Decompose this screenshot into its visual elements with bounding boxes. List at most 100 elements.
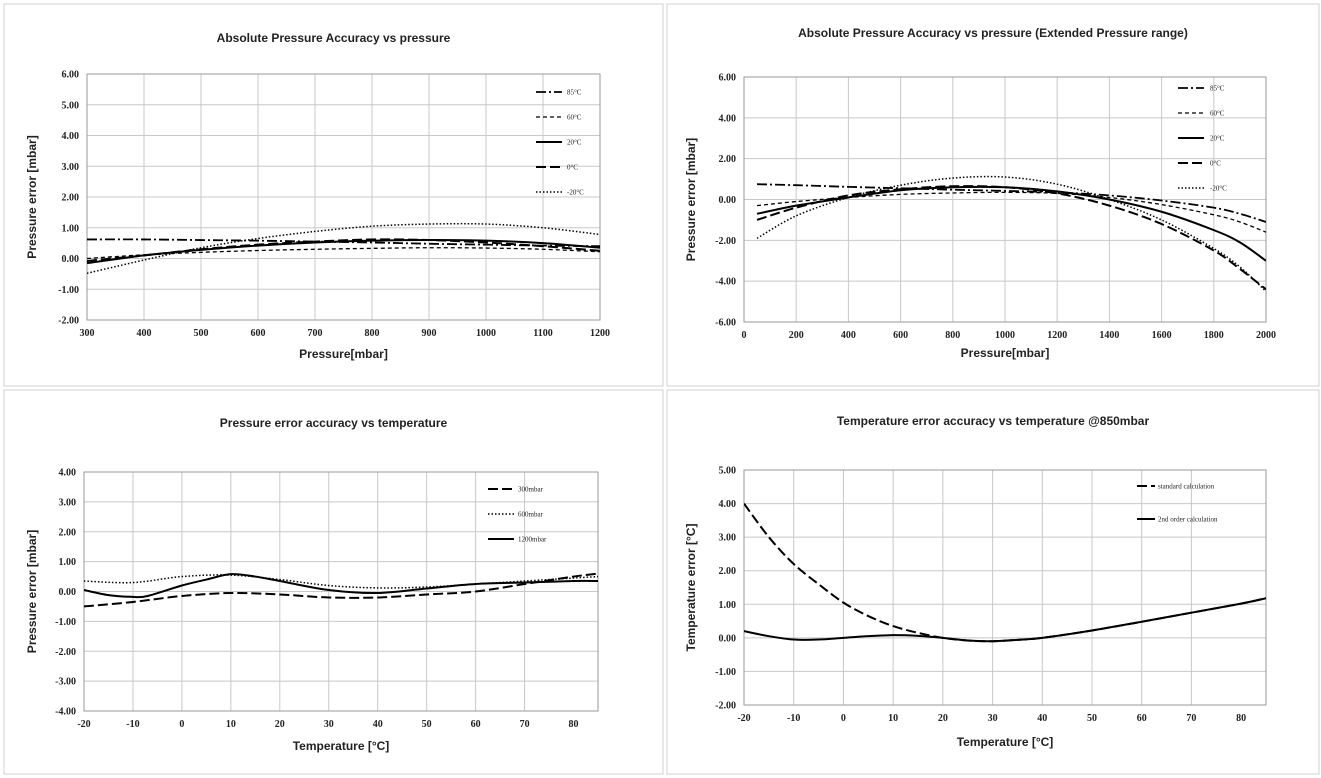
chart-panel-2: 0 200 400 600 800 1000 1200 1400 1600 1800 2000 -6.… xyxy=(666,3,1320,387)
x-tick-label: -10 xyxy=(787,713,800,724)
x-tick-label: 500 xyxy=(194,328,209,339)
chart-title: Absolute Pressure Accuracy vs pressure xyxy=(217,31,451,45)
y-axis-label: Temperature error [°C] xyxy=(684,524,698,652)
x-tick-label: 80 xyxy=(1236,713,1246,724)
y-tick-label: 3.00 xyxy=(719,533,737,544)
x-tick-label: 700 xyxy=(308,328,323,339)
x-tick-label: 1400 xyxy=(1099,330,1119,341)
x-tick-label: 1200 xyxy=(590,328,610,339)
x-tick-label: 1000 xyxy=(995,330,1015,341)
series-line xyxy=(84,572,598,608)
x-tick-label: 800 xyxy=(365,328,380,339)
x-tick-label: 1600 xyxy=(1152,330,1172,341)
y-tick-label: 0.00 xyxy=(719,633,737,644)
y-tick-label: -1.00 xyxy=(55,617,76,628)
plot-area xyxy=(743,76,1267,323)
legend-label: -20°C xyxy=(567,189,584,197)
y-tick-label: -2.00 xyxy=(715,701,736,712)
x-tick-label: 200 xyxy=(789,330,804,341)
legend: 85°C 60°C 20°C 0°C -20°C xyxy=(1178,85,1227,193)
legend-label: 60°C xyxy=(567,114,582,122)
x-axis-label: Pressure[mbar] xyxy=(299,347,388,361)
x-tick-label: 40 xyxy=(1037,713,1047,724)
legend-label: 0°C xyxy=(1210,160,1221,168)
y-tick-label: -2.00 xyxy=(58,316,79,327)
x-tick-label: 900 xyxy=(422,328,437,339)
y-tick-label: 0.00 xyxy=(62,254,80,265)
x-tick-label: 70 xyxy=(520,719,530,730)
x-tick-label: 80 xyxy=(569,719,579,730)
legend-label: 85°C xyxy=(567,89,582,97)
series-line xyxy=(87,238,600,262)
y-tick-label: 2.00 xyxy=(59,527,77,538)
x-tick-label: 1100 xyxy=(533,328,552,339)
series-line xyxy=(87,222,600,274)
y-tick-label: 5.00 xyxy=(719,466,737,477)
y-tick-label: 4.00 xyxy=(719,499,737,510)
x-tick-label: 60 xyxy=(471,719,481,730)
x-tick-label: 1200 xyxy=(1047,330,1067,341)
x-tick-label: 50 xyxy=(1087,713,1097,724)
x-axis-label: Temperature [°C] xyxy=(957,735,1054,749)
legend-label: 85°C xyxy=(1210,85,1225,93)
legend-label: 1200mbar xyxy=(518,536,547,544)
x-tick-label: 2000 xyxy=(1256,330,1276,341)
legend: 85°C 60°C 20°C 0°C -20°C xyxy=(536,89,584,197)
x-tick-label: 600 xyxy=(251,328,266,339)
chart-panel-frame xyxy=(666,3,1320,387)
legend-label: -20°C xyxy=(1210,185,1227,193)
y-tick-label: -1.00 xyxy=(715,667,736,678)
x-axis-label: Pressure[mbar] xyxy=(961,346,1050,360)
y-tick-label: 1.00 xyxy=(719,600,737,611)
plot-area xyxy=(86,73,601,321)
y-tick-label: -2.00 xyxy=(715,236,736,247)
chart-panel-3: -20 -10 0 10 20 30 40 50 60 70 80 -4.00 -3.00 -2.00 -1… xyxy=(3,389,664,775)
chart-panel-4: -20 -10 0 10 20 30 40 50 60 70 80 -2.00 -1.00 0.00 1.0… xyxy=(666,389,1320,775)
legend: standard calculation 2nd order calculatio… xyxy=(1137,483,1218,524)
chart-title: Absolute Pressure Accuracy vs pressure (… xyxy=(798,26,1188,40)
legend-label: 0°C xyxy=(567,164,578,172)
y-tick-label: 3.00 xyxy=(59,497,77,508)
x-tick-label: 400 xyxy=(137,328,152,339)
legend-label: 600mbar xyxy=(518,511,544,519)
legend-label: 2nd order calculation xyxy=(1158,516,1218,524)
y-tick-label: -3.00 xyxy=(55,677,76,688)
x-tick-label: -10 xyxy=(126,719,139,730)
series-line xyxy=(757,183,1266,223)
series-line xyxy=(756,185,1266,291)
x-tick-label: 20 xyxy=(275,719,285,730)
x-tick-label: 400 xyxy=(841,330,856,341)
x-tick-label: 0 xyxy=(742,330,747,341)
y-tick-label: -4.00 xyxy=(55,707,76,718)
x-axis-label: Temperature [°C] xyxy=(293,739,390,753)
legend-label: 20°C xyxy=(567,139,582,147)
y-tick-label: 2.00 xyxy=(62,193,80,204)
y-tick-label: 0.00 xyxy=(59,587,77,598)
y-tick-label: 4.00 xyxy=(62,131,80,142)
chart-title: Temperature error accuracy vs temperatur… xyxy=(837,414,1150,428)
x-tick-label: 600 xyxy=(893,330,908,341)
plot-area xyxy=(743,469,1267,706)
y-tick-label: 2.00 xyxy=(719,566,737,577)
x-tick-label: 50 xyxy=(422,719,432,730)
legend-label: 20°C xyxy=(1210,135,1225,143)
x-tick-label: 30 xyxy=(324,719,334,730)
x-tick-label: 20 xyxy=(938,713,948,724)
y-tick-label: 4.00 xyxy=(719,113,737,124)
legend-label: 300mbar xyxy=(518,486,544,494)
x-tick-label: 0 xyxy=(179,719,184,730)
y-tick-label: -4.00 xyxy=(715,277,736,288)
x-tick-label: 40 xyxy=(373,719,383,730)
y-axis-label: Pressure error [mbar] xyxy=(25,135,39,258)
y-axis-label: Pressure error [mbar] xyxy=(684,138,698,261)
series-line xyxy=(84,574,598,589)
y-tick-label: 4.00 xyxy=(59,468,77,479)
x-tick-label: 0 xyxy=(841,713,846,724)
y-tick-label: 3.00 xyxy=(62,162,80,173)
y-tick-label: 6.00 xyxy=(62,70,80,81)
y-tick-label: 0.00 xyxy=(719,195,737,206)
x-tick-label: -20 xyxy=(77,719,90,730)
x-tick-label: 10 xyxy=(888,713,898,724)
y-axis-label: Pressure error [mbar] xyxy=(25,530,39,653)
